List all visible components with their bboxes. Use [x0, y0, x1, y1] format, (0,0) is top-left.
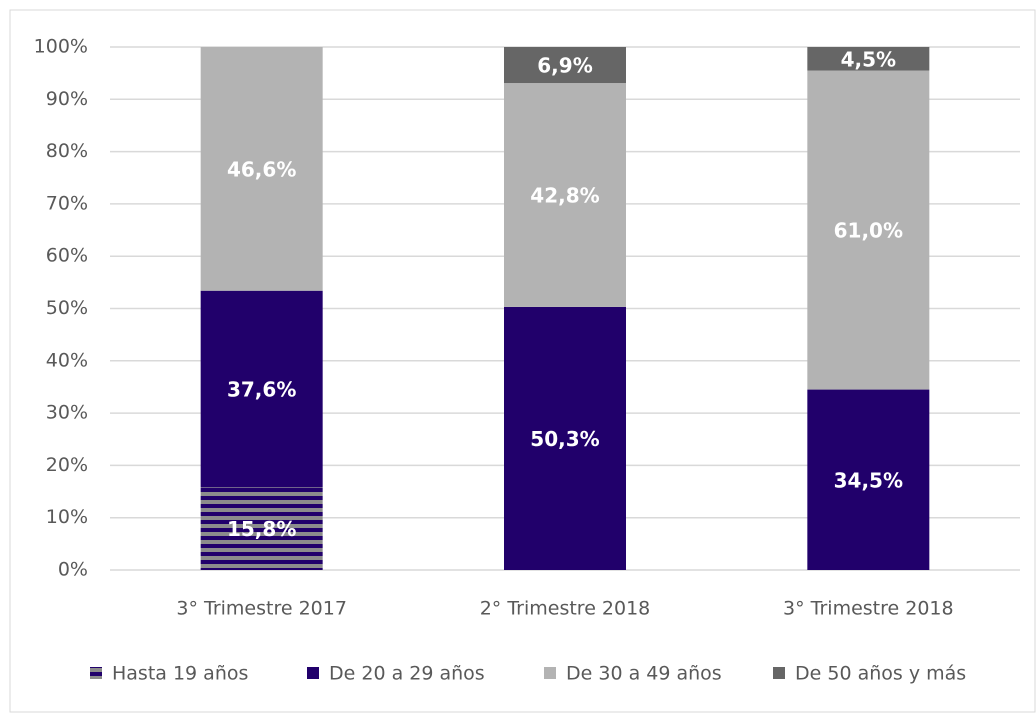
y-tick-label: 30%: [46, 402, 88, 424]
bar-segment: [504, 306, 626, 570]
bar-segment: [200, 487, 323, 570]
y-tick-label: 60%: [46, 245, 88, 267]
y-tick-label: 100%: [34, 36, 88, 58]
data-label: 4,5%: [841, 47, 896, 71]
y-tick-label: 50%: [46, 297, 88, 319]
chart-frame: [9, 9, 1036, 713]
y-tick-label: 90%: [46, 88, 88, 110]
bar-segment: [200, 47, 323, 291]
x-tick-label: 3° Trimestre 2018: [783, 598, 954, 620]
y-tick-label: 80%: [46, 140, 88, 162]
data-label: 46,6%: [227, 157, 296, 181]
bar-segment: [807, 47, 930, 71]
bar-segment: [200, 290, 323, 488]
data-label: 42,8%: [530, 184, 599, 208]
legend-label: De 30 a 49 años: [566, 663, 722, 685]
y-tick-label: 20%: [46, 454, 88, 476]
bar-segment: [807, 389, 930, 570]
legend-label: De 20 a 29 años: [329, 663, 485, 685]
legend-label: De 50 años y más: [795, 663, 966, 685]
y-tick-label: 0%: [58, 559, 88, 581]
y-tick-label: 40%: [46, 349, 88, 371]
bar-segment: [504, 83, 626, 307]
legend-label: Hasta 19 años: [112, 663, 248, 685]
bar-segment: [504, 47, 626, 84]
legend-marker: [90, 667, 102, 679]
x-tick-label: 2° Trimestre 2018: [480, 598, 651, 620]
y-tick-label: 10%: [46, 506, 88, 528]
legend-marker: [307, 667, 319, 679]
legend-marker: [544, 667, 556, 679]
data-label: 34,5%: [834, 468, 903, 492]
data-label: 37,6%: [227, 378, 296, 402]
data-label: 50,3%: [530, 427, 599, 451]
x-tick-label: 3° Trimestre 2017: [176, 598, 347, 620]
data-label: 61,0%: [834, 219, 903, 243]
data-label: 15,8%: [227, 517, 296, 541]
legend-marker: [773, 667, 785, 679]
bar-segment: [807, 70, 930, 390]
y-tick-label: 70%: [46, 192, 88, 214]
data-label: 6,9%: [537, 54, 592, 78]
